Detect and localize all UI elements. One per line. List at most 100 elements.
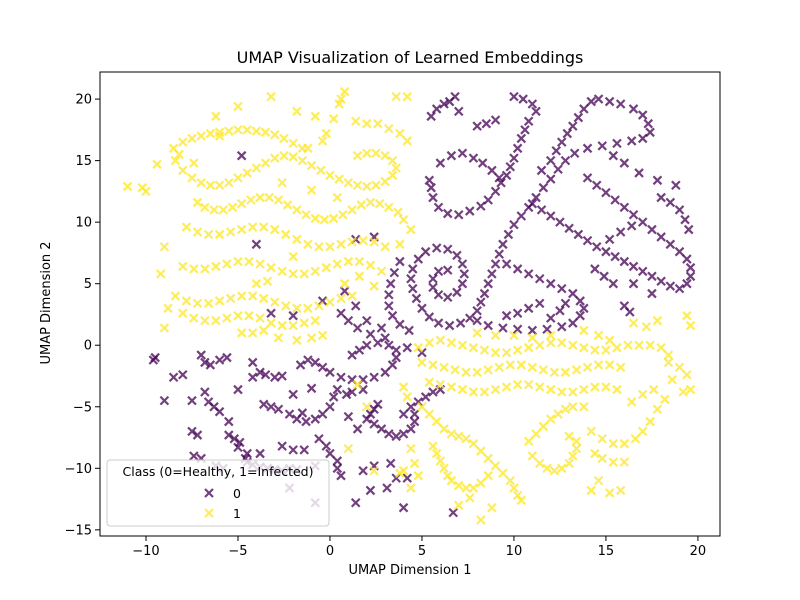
point-class-1-74 (200, 202, 210, 213)
point-class-1-7 (233, 101, 243, 112)
point-class-1-161 (277, 320, 287, 331)
point-class-1-335 (593, 330, 604, 341)
point-class-1-243 (527, 362, 538, 373)
point-class-0-75 (476, 297, 486, 307)
point-class-1-60 (334, 174, 344, 184)
point-class-1-58 (315, 165, 326, 176)
point-class-1-270 (417, 401, 427, 412)
point-class-0-300 (402, 473, 413, 483)
point-class-0-84 (407, 283, 418, 294)
point-class-1-317 (406, 443, 416, 454)
point-class-0-91 (452, 250, 462, 261)
point-class-1-192 (468, 342, 479, 353)
point-class-0-244 (301, 416, 311, 427)
point-class-0-169 (557, 283, 567, 294)
point-class-1-21 (402, 136, 413, 146)
point-class-0-278 (409, 416, 420, 427)
y-tick-label-20: 20 (75, 93, 92, 108)
point-class-0-121 (582, 235, 593, 246)
point-class-1-188 (424, 337, 435, 348)
point-class-1-69 (380, 150, 390, 161)
point-class-0-131 (674, 283, 685, 294)
point-class-0-214 (214, 406, 225, 417)
point-class-1-329 (361, 401, 372, 412)
point-class-0-122 (591, 241, 602, 252)
point-class-0-54 (637, 133, 648, 144)
point-class-1-98 (192, 227, 203, 237)
point-class-1-193 (479, 345, 490, 355)
point-class-0-187 (590, 264, 600, 274)
point-class-0-144 (601, 187, 611, 198)
point-class-0-57 (597, 141, 608, 151)
point-class-0-9 (509, 91, 519, 102)
point-class-1-210 (663, 350, 674, 360)
point-class-1-347 (545, 330, 556, 341)
point-class-0-89 (431, 243, 442, 253)
point-class-0-16 (512, 143, 523, 154)
point-class-0-52 (643, 118, 654, 129)
point-class-0-324 (361, 315, 372, 326)
point-class-1-73 (192, 197, 203, 208)
point-class-1-27 (178, 137, 188, 147)
point-class-0-130 (665, 281, 676, 291)
point-class-1-202 (579, 342, 589, 353)
point-class-1-286 (428, 441, 438, 451)
point-class-0-280 (406, 401, 416, 412)
point-class-1-82 (273, 195, 284, 205)
point-class-0-209 (159, 395, 170, 406)
point-class-1-30 (205, 128, 216, 139)
point-class-1-272 (431, 416, 442, 427)
point-class-1-39 (288, 138, 298, 149)
point-class-1-52 (260, 158, 271, 168)
point-class-1-3 (152, 159, 162, 170)
point-class-0-33 (457, 148, 468, 159)
point-class-0-117 (545, 211, 556, 221)
point-class-0-13 (523, 116, 534, 127)
point-class-0-38 (536, 165, 547, 176)
point-class-0-319 (343, 411, 354, 422)
point-class-1-62 (352, 180, 363, 191)
point-class-0-245 (310, 414, 321, 424)
point-class-0-12 (531, 106, 541, 117)
point-class-0-322 (402, 342, 413, 353)
point-class-1-54 (279, 150, 289, 161)
point-class-0-134 (685, 262, 696, 273)
point-class-1-311 (568, 451, 578, 461)
point-class-0-94 (457, 278, 468, 289)
point-class-0-81 (424, 312, 435, 322)
point-class-0-277 (406, 424, 416, 434)
point-class-0-133 (685, 271, 696, 282)
point-class-1-208 (645, 340, 655, 351)
point-class-1-57 (306, 160, 317, 171)
point-class-0-3 (444, 96, 455, 107)
point-class-1-94 (384, 202, 394, 213)
point-class-0-261 (391, 352, 401, 363)
point-class-1-11 (310, 111, 321, 122)
point-class-1-90 (347, 205, 357, 215)
point-class-1-77 (227, 202, 238, 213)
point-class-1-308 (549, 465, 560, 476)
point-class-0-311 (242, 448, 252, 459)
point-class-0-123 (601, 246, 611, 257)
point-class-1-313 (571, 436, 582, 447)
point-class-0-299 (398, 502, 409, 513)
point-class-0-320 (352, 424, 363, 434)
point-class-0-174 (501, 259, 512, 269)
point-class-0-249 (332, 384, 343, 395)
point-class-0-72 (487, 269, 497, 279)
point-class-0-246 (317, 409, 328, 419)
point-class-1-252 (424, 377, 435, 387)
point-class-0-201 (200, 357, 210, 368)
point-class-0-58 (582, 143, 593, 154)
point-class-1-195 (501, 347, 512, 358)
point-class-1-150 (336, 293, 346, 304)
point-class-0-267 (347, 350, 357, 360)
point-class-1-135 (170, 291, 181, 301)
point-class-1-339 (648, 384, 659, 395)
point-class-1-240 (494, 362, 505, 373)
point-class-1-297 (523, 436, 534, 447)
point-class-1-274 (446, 429, 457, 439)
point-class-0-142 (619, 202, 630, 213)
point-class-0-29 (426, 182, 436, 193)
point-class-0-116 (536, 205, 547, 215)
